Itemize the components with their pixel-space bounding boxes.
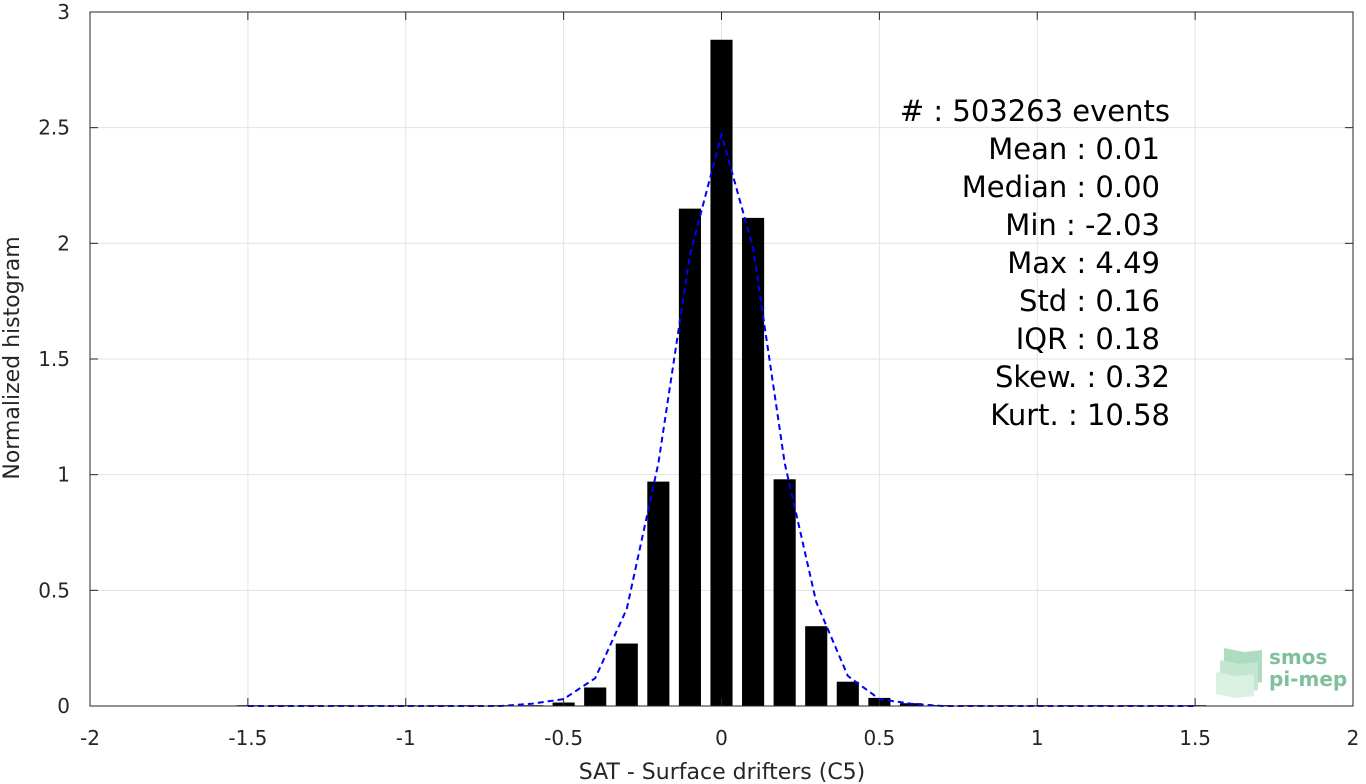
x-tick-label: -1.5 <box>228 726 267 750</box>
histogram-bar <box>836 681 859 706</box>
histogram-bar <box>805 626 828 706</box>
stat-max: Max : 4.49 <box>1007 246 1160 280</box>
logo-text-pimep: pi-mep <box>1269 667 1347 691</box>
fit-curve-line <box>247 130 1196 707</box>
axes-frame <box>89 11 1354 707</box>
y-tick-label: 0 <box>57 694 70 718</box>
x-tick-label: 1 <box>1031 726 1044 750</box>
x-tick-label: -1 <box>396 726 416 750</box>
stat-std: Std : 0.16 <box>1019 284 1160 318</box>
stat-kurt: Kurt. : 10.58 <box>990 398 1170 432</box>
x-tick-label: 0 <box>715 726 728 750</box>
stat-min: Min : -2.03 <box>1005 208 1160 242</box>
y-axis-label: Normalized histogram <box>0 236 25 479</box>
x-tick-label: 1.5 <box>1179 726 1211 750</box>
histogram-bar <box>773 479 796 706</box>
y-tick-label: 1 <box>57 463 70 487</box>
histogram-bar <box>710 39 733 706</box>
histogram-bar <box>742 217 765 707</box>
histogram-bar <box>647 481 670 706</box>
x-tick-label: -2 <box>80 726 100 750</box>
x-tick-label: 2 <box>1347 726 1360 750</box>
stat-events: # : 503263 events <box>900 94 1170 128</box>
logo-icon <box>1216 648 1262 698</box>
histogram-bar <box>615 643 638 706</box>
logo-text-smos: smos <box>1269 645 1327 669</box>
x-axis-label: SAT - Surface drifters (C5) <box>579 760 866 784</box>
stat-mean: Mean : 0.01 <box>988 132 1160 166</box>
x-tick-labels: -2 -1.5 -1 -0.5 0 0.5 1 1.5 2 <box>80 726 1359 750</box>
y-tick-label: 2.5 <box>38 116 70 140</box>
y-tick-label: 2 <box>57 231 70 255</box>
statistics-annotation: # : 503263 events Mean : 0.01 Median : 0… <box>900 94 1170 432</box>
histogram-bar <box>678 208 701 706</box>
y-tick-label: 3 <box>57 0 70 24</box>
stat-median: Median : 0.00 <box>962 170 1160 204</box>
fit-curve <box>247 130 1196 707</box>
x-tick-label: -0.5 <box>544 726 583 750</box>
histogram-bars <box>236 39 1207 707</box>
y-tick-label: 1.5 <box>38 347 70 371</box>
histogram-bar <box>584 687 607 706</box>
x-tick-label: 0.5 <box>863 726 895 750</box>
stat-iqr: IQR : 0.18 <box>1016 322 1160 356</box>
y-tick-labels: 0 0.5 1 1.5 2 2.5 3 <box>38 0 70 718</box>
y-tick-label: 0.5 <box>38 578 70 602</box>
stat-skew: Skew. : 0.32 <box>995 360 1170 394</box>
smos-pi-mep-logo: smos pi-mep <box>1216 645 1347 698</box>
